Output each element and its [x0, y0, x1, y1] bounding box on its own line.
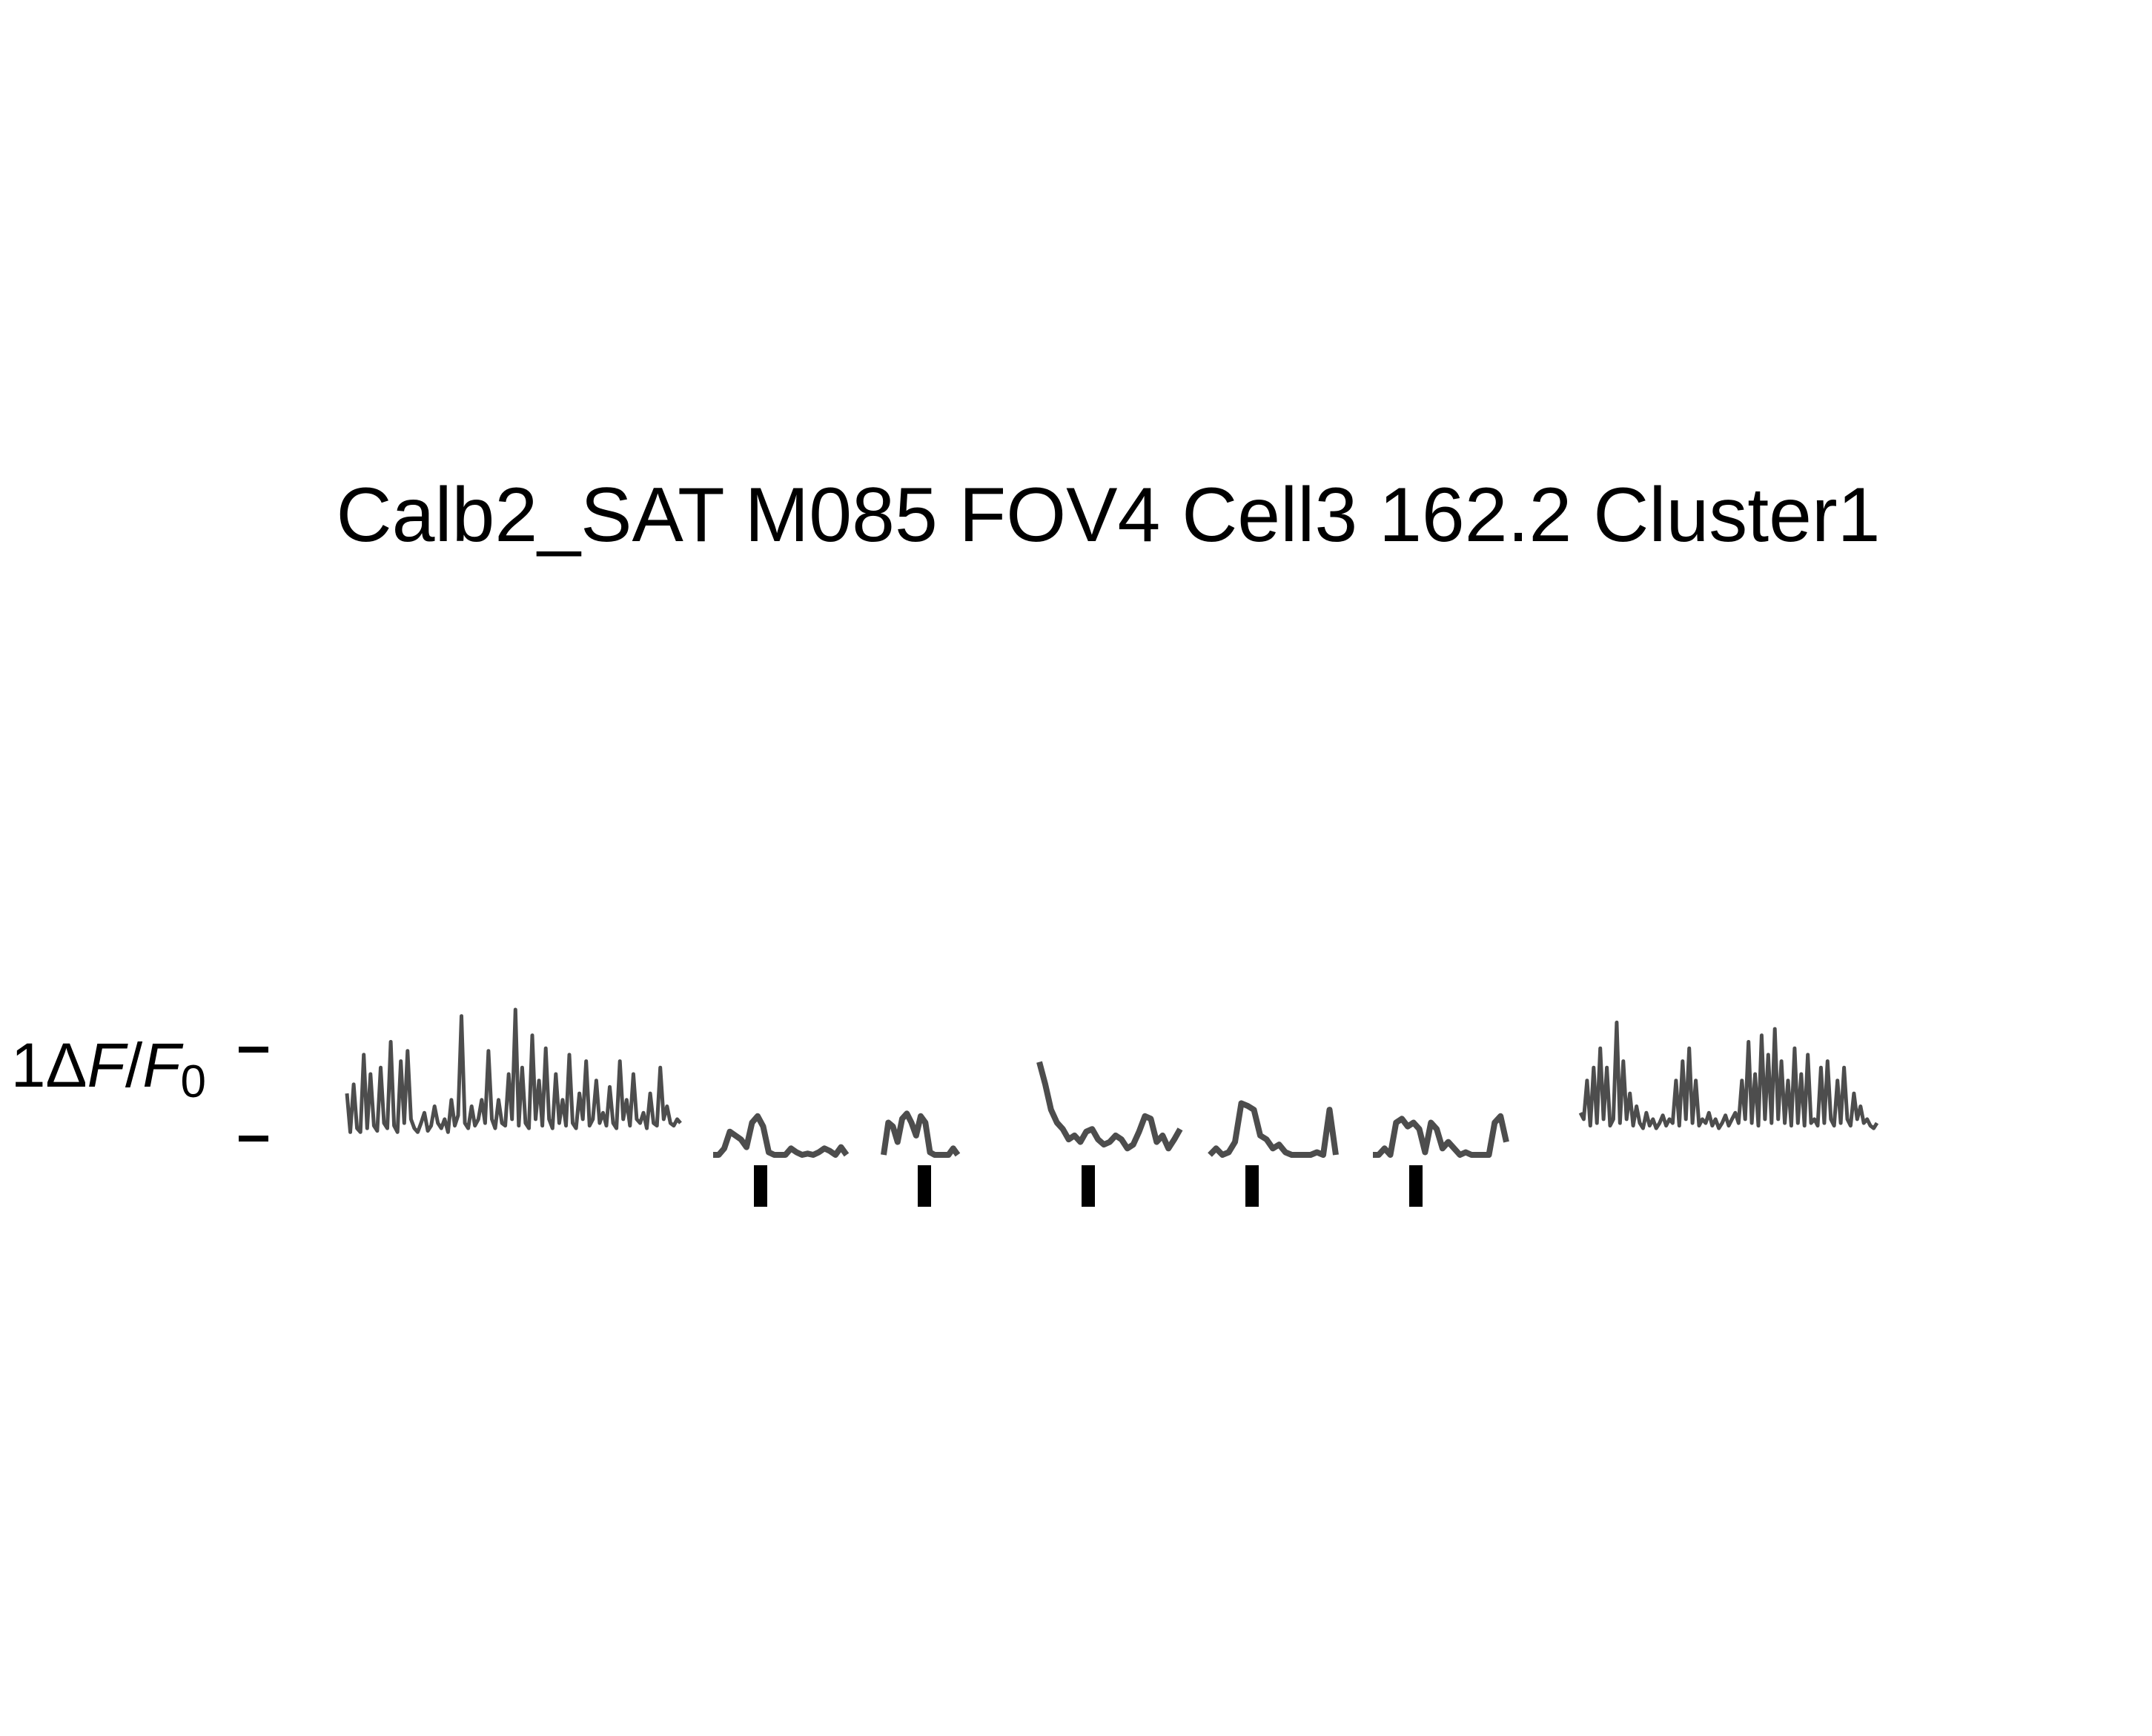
chart-title: Calb2_SAT M085 FOV4 Cell3 162.2 Cluster1 — [337, 472, 1881, 558]
trace-baseline-pre — [345, 1007, 682, 1134]
trace-trial-2 — [881, 1110, 961, 1158]
trace-trial-1 — [713, 1113, 850, 1158]
trace-group — [345, 1007, 1879, 1158]
event-marker-3 — [1082, 1165, 1095, 1207]
trace-baseline-post — [1578, 1020, 1879, 1130]
trace-trial-3 — [1036, 1061, 1183, 1152]
trace-trial-4 — [1208, 1100, 1339, 1158]
scale-bar-label: 1ΔF/F0 — [11, 1030, 206, 1107]
event-marker-1 — [754, 1165, 767, 1207]
event-marker-5 — [1409, 1165, 1423, 1207]
event-marker-4 — [1245, 1165, 1259, 1207]
event-marker-group — [754, 1165, 1423, 1207]
trace-trial-5 — [1373, 1113, 1509, 1158]
event-marker-2 — [918, 1165, 931, 1207]
